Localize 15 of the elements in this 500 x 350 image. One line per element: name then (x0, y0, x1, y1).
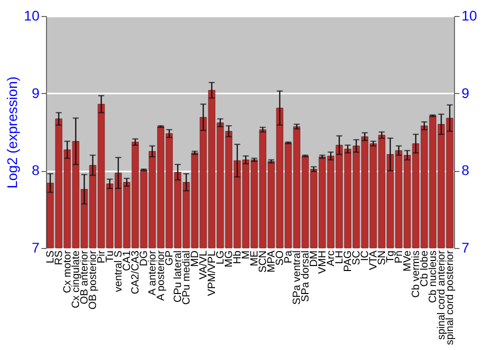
y-tick-label: 9 (32, 84, 40, 101)
y-tick-label: 8 (32, 162, 40, 178)
y2-tick-label: 8 (462, 162, 470, 178)
y2-tick-label: 10 (462, 8, 478, 24)
x-tick-label: RS (52, 250, 65, 266)
x-tick-label: spinal cord posterior (444, 250, 456, 346)
y2-tick-label: 9 (462, 84, 470, 101)
y-tick-label: 10 (24, 8, 40, 24)
x-tick-label: DG (138, 250, 150, 266)
y-axis-title: Log2 (expression) (4, 76, 20, 189)
y-tick-label: 7 (32, 240, 40, 256)
x-tick-label: OB posterior (86, 250, 99, 310)
y2-tick-label: 7 (462, 240, 470, 256)
x-tick-label: Tg (384, 250, 396, 263)
x-tick-label: A posterior (154, 250, 167, 301)
